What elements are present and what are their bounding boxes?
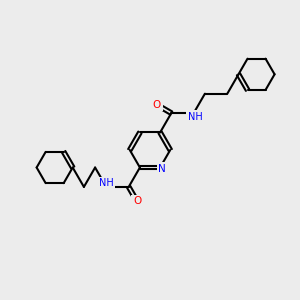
Text: O: O	[153, 100, 161, 110]
Text: N: N	[158, 164, 166, 174]
Text: NH: NH	[99, 178, 114, 188]
Text: O: O	[133, 196, 141, 206]
Text: NH: NH	[188, 112, 203, 122]
